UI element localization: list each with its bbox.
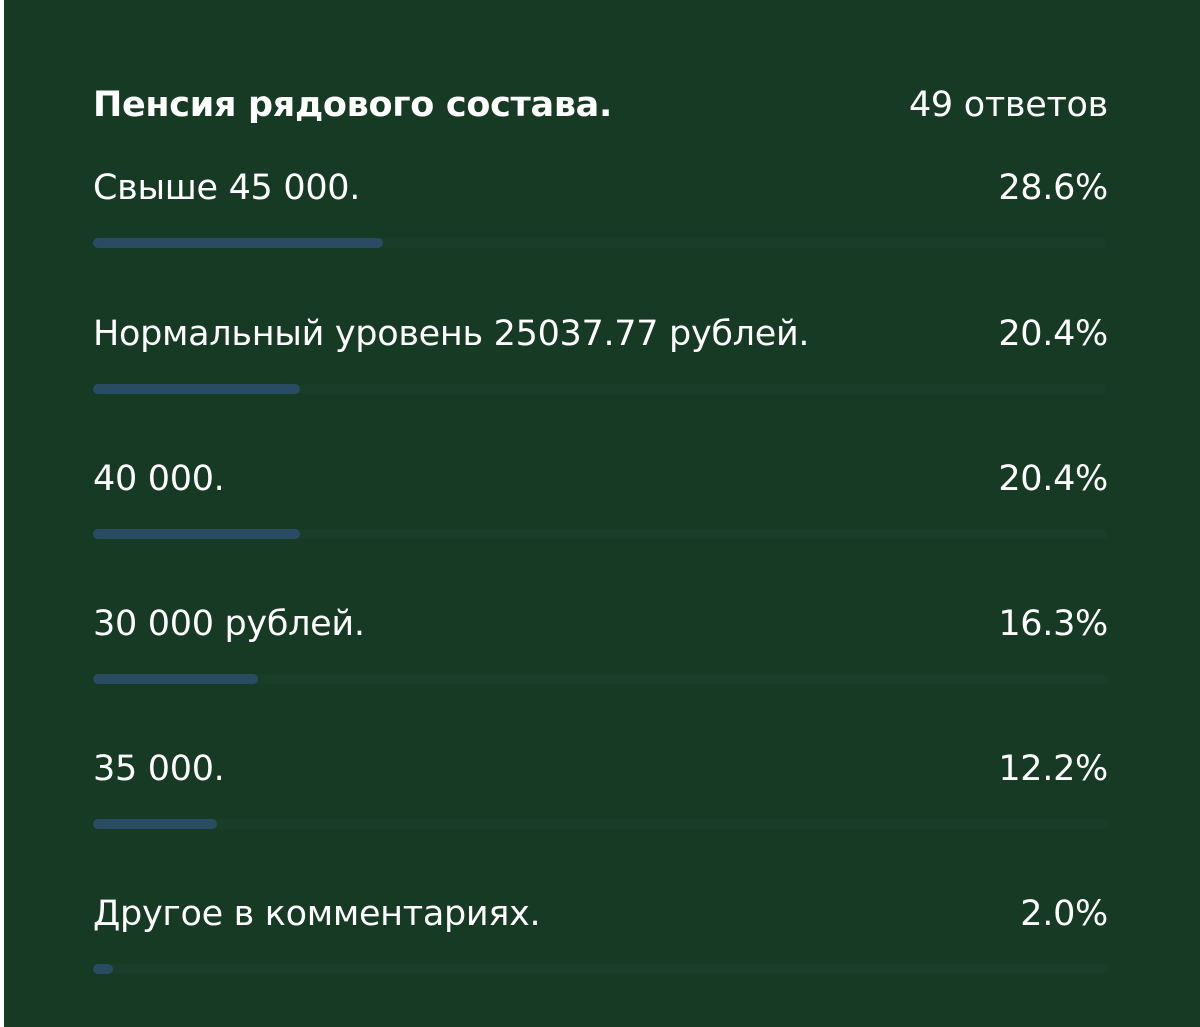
result-bar-track (93, 819, 1108, 829)
result-bar-fill (93, 819, 217, 829)
poll-option[interactable]: Свыше 45 000. 28.6% (93, 162, 1108, 282)
poll-option[interactable]: Нормальный уровень 25037.77 рублей. 20.4… (93, 308, 1108, 428)
option-percent: 16.3% (998, 604, 1108, 644)
result-bar-track (93, 384, 1108, 394)
result-bar-track (93, 529, 1108, 539)
option-percent: 20.4% (998, 459, 1108, 499)
result-bar-track (93, 674, 1108, 684)
poll-option[interactable]: 40 000. 20.4% (93, 453, 1108, 573)
option-label: Нормальный уровень 25037.77 рублей. (93, 314, 810, 354)
response-count: 49 ответов (908, 85, 1108, 125)
result-bar-fill (93, 238, 384, 248)
option-percent: 12.2% (998, 749, 1108, 789)
result-bar-track (93, 964, 1108, 974)
option-percent: 28.6% (998, 168, 1108, 208)
poll-option[interactable]: 30 000 рублей. 16.3% (93, 598, 1108, 718)
result-bar-fill (93, 529, 301, 539)
option-label: 40 000. (93, 459, 225, 499)
poll-title: Пенсия рядового состава. (93, 85, 612, 125)
option-label: Другое в комментариях. (93, 894, 541, 934)
option-label: 35 000. (93, 749, 225, 789)
option-label: Свыше 45 000. (93, 168, 361, 208)
option-percent: 20.4% (998, 314, 1108, 354)
poll-option[interactable]: Другое в комментариях. 2.0% (93, 888, 1108, 1008)
result-bar-track (93, 238, 1108, 248)
poll-option[interactable]: 35 000. 12.2% (93, 743, 1108, 863)
poll-header: Пенсия рядового состава. 49 ответов (93, 80, 1108, 130)
option-percent: 2.0% (1020, 894, 1108, 934)
poll-card: Пенсия рядового состава. 49 ответов Свыш… (4, 0, 1200, 1027)
option-label: 30 000 рублей. (93, 604, 365, 644)
result-bar-fill (93, 964, 114, 974)
result-bar-fill (93, 384, 301, 394)
result-bar-fill (93, 674, 259, 684)
